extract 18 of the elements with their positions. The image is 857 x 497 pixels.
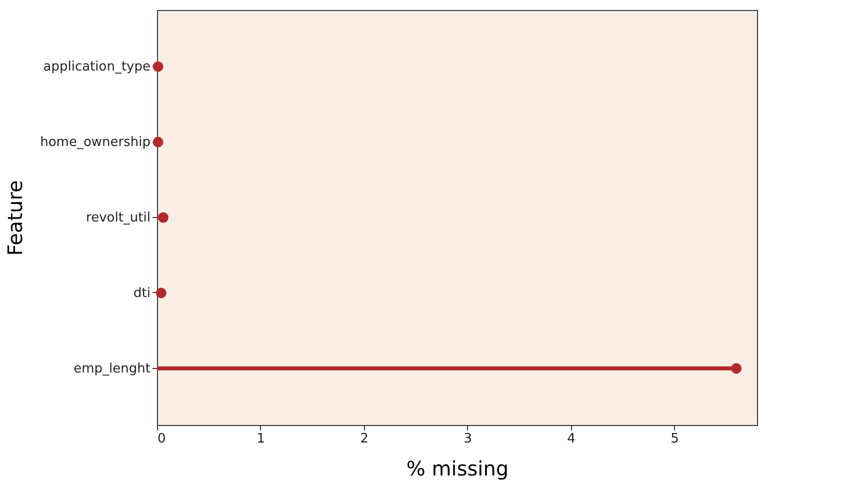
x-tick-label: 0 <box>158 432 166 446</box>
point <box>158 212 168 223</box>
x-tick-label: 1 <box>256 432 266 446</box>
x-axis-title: % missing <box>406 456 509 480</box>
y-tick-label: application_type <box>43 60 150 75</box>
x-tick-label: 4 <box>567 432 576 446</box>
point <box>152 61 164 72</box>
y-axis-title: Feature <box>3 180 28 256</box>
point <box>731 363 742 374</box>
x-tick-label: 2 <box>360 432 369 446</box>
point <box>152 136 164 148</box>
point <box>156 288 166 298</box>
y-tick-label: revolt_util <box>86 210 150 226</box>
y-tick-label: home_ownership <box>40 135 150 150</box>
y-tick-label: emp_lenght <box>74 361 150 376</box>
y-tick-label: dti <box>134 286 150 301</box>
x-tick-label: 3 <box>464 432 472 446</box>
x-tick-label: 5 <box>670 432 679 446</box>
